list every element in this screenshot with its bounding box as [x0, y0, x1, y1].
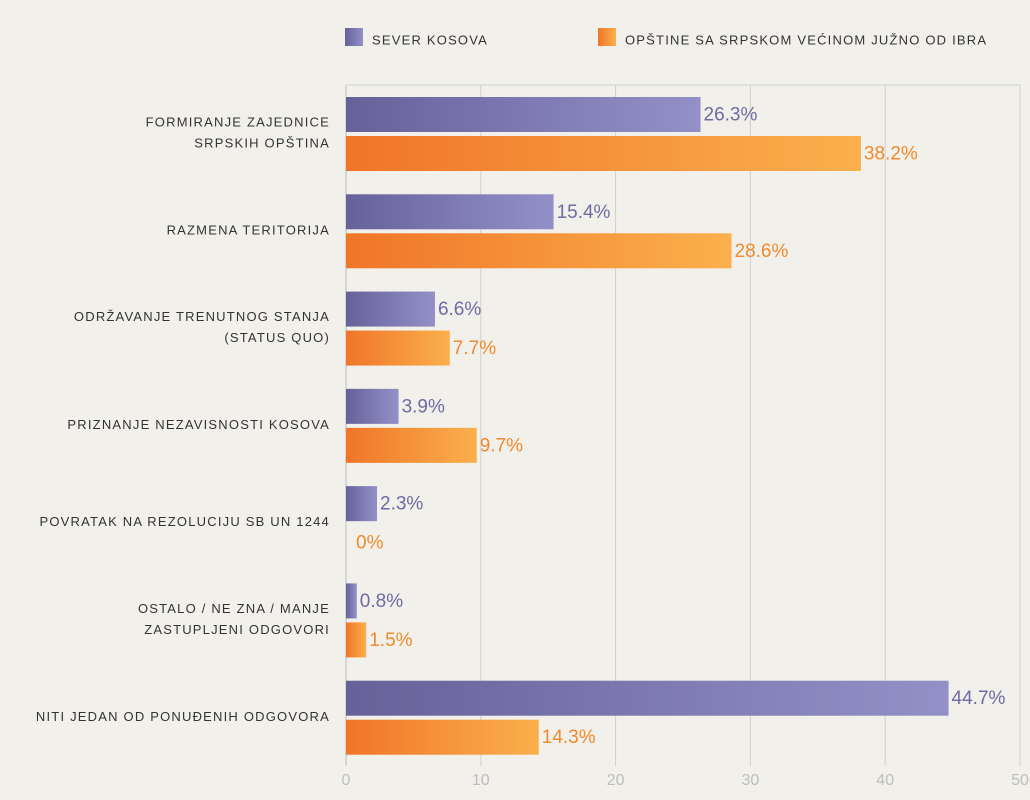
bar: [346, 291, 435, 327]
x-tick-label: 30: [742, 772, 760, 789]
x-tick-label: 10: [472, 772, 490, 789]
x-tick-label: 20: [607, 772, 625, 789]
legend-swatch: [598, 28, 616, 46]
bar: [346, 233, 732, 269]
value-label: 7.7%: [453, 338, 496, 359]
bar: [346, 583, 357, 619]
legend-label: SEVER KOSOVA: [372, 32, 488, 47]
x-tick-label: 40: [876, 772, 894, 789]
value-label: 0%: [356, 533, 384, 554]
bar: [346, 486, 378, 522]
legend-swatch: [345, 28, 363, 46]
category-label: PRIZNANJE NEZAVISNOSTI KOSOVA: [67, 417, 330, 432]
value-label: 0.8%: [360, 591, 403, 612]
legend-label: OPŠTINE SA SRPSKOM VEĆINOM JUŽNO OD IBRA: [625, 32, 987, 47]
value-label: 1.5%: [369, 630, 412, 651]
bar: [346, 719, 539, 755]
bar: [346, 194, 554, 230]
category-label: ODRŽAVANJE TRENUTNOG STANJA: [74, 309, 330, 324]
category-label: FORMIRANJE ZAJEDNICE: [146, 115, 330, 130]
category-label: ZASTUPLJENI ODGOVORI: [144, 622, 330, 637]
value-label: 44.7%: [952, 688, 1006, 709]
value-label: 6.6%: [438, 299, 481, 320]
bar: [346, 388, 399, 424]
category-label: OSTALO / NE ZNA / MANJE: [138, 601, 330, 616]
value-label: 3.9%: [402, 396, 445, 417]
category-label: RAZMENA TERITORIJA: [167, 222, 330, 237]
category-label: POVRATAK NA REZOLUCIJU SB UN 1244: [39, 514, 330, 529]
value-label: 9.7%: [480, 435, 523, 456]
value-label: 15.4%: [557, 202, 611, 223]
bar: [346, 427, 477, 463]
x-tick-label: 0: [342, 772, 351, 789]
bar: [346, 136, 861, 171]
bar: [346, 622, 367, 658]
value-label: 2.3%: [380, 494, 423, 515]
value-label: 28.6%: [735, 241, 789, 262]
value-label: 38.2%: [864, 144, 918, 165]
category-label: (STATUS QUO): [224, 330, 330, 345]
category-label: NITI JEDAN OD PONUĐENIH ODGOVORA: [36, 709, 330, 724]
x-tick-label: 50: [1011, 772, 1029, 789]
bar: [346, 680, 949, 716]
category-label: SRPSKIH OPŠTINA: [194, 136, 330, 151]
bar: [346, 330, 450, 366]
value-label: 14.3%: [542, 727, 596, 748]
bar: [346, 97, 701, 132]
value-label: 26.3%: [704, 105, 758, 126]
